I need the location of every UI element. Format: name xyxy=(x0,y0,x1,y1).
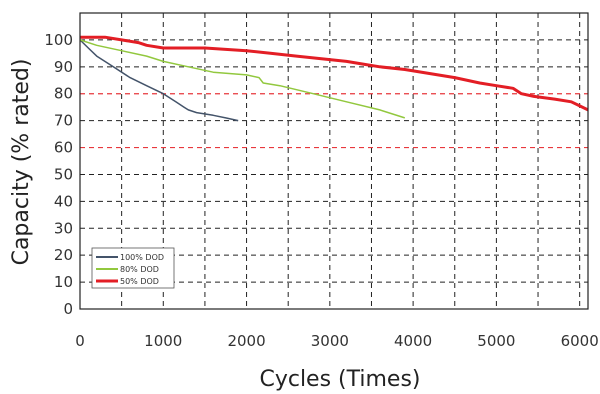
grid xyxy=(80,13,588,309)
legend: 100% DOD 80% DOD 50% DOD xyxy=(91,247,175,289)
legend-label: 80% DOD xyxy=(120,265,159,274)
y-axis-label: Capacity (% rated) xyxy=(9,59,34,266)
y-tick-label: 80 xyxy=(54,85,73,103)
series-lines xyxy=(79,35,589,122)
y-tick-label: 40 xyxy=(54,192,73,210)
series-line-80-dod xyxy=(79,39,406,119)
y-tick-label: 70 xyxy=(54,112,73,130)
y-axis-ticks: 0 10 20 30 40 50 60 70 80 90 100 xyxy=(44,31,73,318)
y-tick-label: 10 xyxy=(54,273,73,291)
plot-area-frame xyxy=(79,12,589,310)
x-tick-label: 2000 xyxy=(227,332,265,350)
y-tick-label: 30 xyxy=(54,219,73,237)
x-tick-label: 1000 xyxy=(144,332,182,350)
y-tick-label: 90 xyxy=(54,58,73,76)
legend-label: 50% DOD xyxy=(120,277,159,286)
x-tick-label: 5000 xyxy=(477,332,515,350)
x-tick-label: 6000 xyxy=(561,332,599,350)
x-tick-label: 3000 xyxy=(311,332,349,350)
x-axis-label: Cycles (Times) xyxy=(259,367,420,392)
x-axis-ticks: 0 1000 2000 3000 4000 5000 6000 xyxy=(75,332,599,350)
series-line-100-dod xyxy=(79,39,239,122)
x-tick-label: 0 xyxy=(75,332,85,350)
y-tick-label: 50 xyxy=(54,165,73,183)
y-tick-label: 60 xyxy=(54,139,73,157)
legend-label: 100% DOD xyxy=(120,253,164,262)
y-tick-label: 100 xyxy=(44,31,73,49)
y-tick-label: 20 xyxy=(54,246,73,264)
y-tick-label: 0 xyxy=(63,300,73,318)
x-tick-label: 4000 xyxy=(394,332,432,350)
series-line-50-dod xyxy=(80,35,589,112)
